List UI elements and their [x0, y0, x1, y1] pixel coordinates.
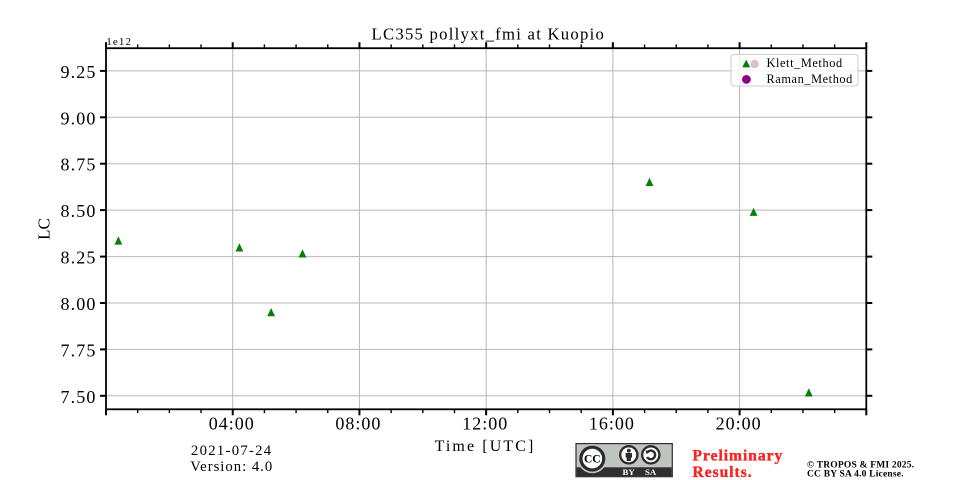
svg-text:9.25: 9.25: [60, 62, 96, 82]
svg-text:Time [UTC]: Time [UTC]: [435, 438, 536, 455]
svg-text:CC BY SA 4.0 License.: CC BY SA 4.0 License.: [807, 470, 904, 480]
svg-text:12:00: 12:00: [462, 414, 508, 434]
svg-text:20:00: 20:00: [716, 414, 762, 434]
svg-text:04:00: 04:00: [209, 414, 255, 434]
svg-text:Results.: Results.: [693, 464, 753, 480]
svg-text:16:00: 16:00: [589, 414, 635, 434]
svg-text:BY: BY: [622, 467, 635, 477]
svg-text:7.50: 7.50: [60, 387, 96, 407]
svg-text:© TROPOS & FMI 2025.: © TROPOS & FMI 2025.: [807, 460, 914, 471]
svg-text:8.25: 8.25: [60, 248, 96, 268]
svg-text:LC355 pollyxt_fmi at Kuopio: LC355 pollyxt_fmi at Kuopio: [372, 25, 606, 44]
svg-text:Klett_Method: Klett_Method: [767, 56, 843, 70]
svg-text:Raman_Method: Raman_Method: [767, 72, 853, 86]
svg-text:8.75: 8.75: [60, 155, 96, 175]
svg-text:7.75: 7.75: [60, 340, 96, 360]
svg-text:9.00: 9.00: [60, 108, 96, 128]
svg-text:8.50: 8.50: [60, 201, 96, 221]
svg-text:SA: SA: [645, 467, 657, 477]
svg-text:CC: CC: [584, 454, 601, 466]
svg-text:Preliminary: Preliminary: [693, 447, 784, 464]
svg-text:8.00: 8.00: [60, 294, 96, 314]
svg-text:1e12: 1e12: [106, 36, 132, 48]
svg-text:Version: 4.0: Version: 4.0: [190, 459, 273, 475]
svg-text:08:00: 08:00: [335, 414, 381, 434]
svg-text:2021-07-24: 2021-07-24: [191, 443, 273, 459]
svg-text:LC: LC: [35, 218, 54, 240]
